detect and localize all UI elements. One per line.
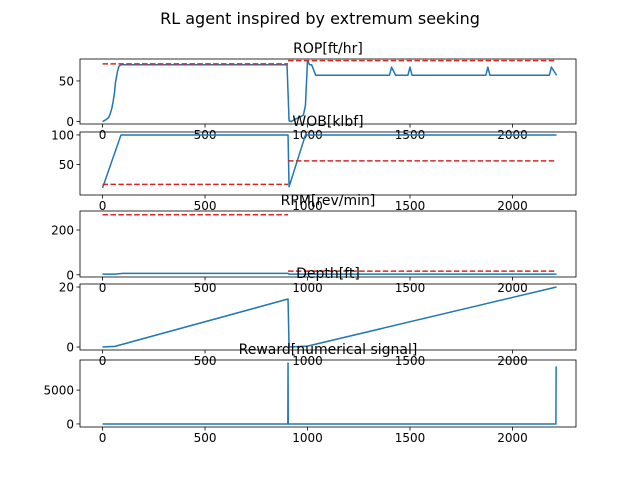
x-tick-label: 1000 [292, 281, 323, 295]
x-tick-label: 0 [99, 128, 107, 142]
y-tick-label: 100 [51, 128, 74, 142]
subplot-series-group [101, 134, 557, 189]
subplot-title: Depth[ft] [296, 266, 360, 282]
subplot-title: WOB[klbf] [292, 114, 363, 130]
subplot-title: Reward[numerical signal] [239, 342, 418, 358]
y-tick-label: 50 [59, 74, 74, 88]
x-tick-label: 2000 [497, 199, 528, 213]
data-series-line [102, 272, 557, 275]
x-tick-label: 0 [99, 281, 107, 295]
x-tick-label: 0 [99, 431, 107, 445]
y-tick-label: 50 [59, 158, 74, 172]
subplot-series-group [102, 59, 558, 123]
x-tick-label: 0 [99, 354, 107, 368]
x-tick-label: 1000 [292, 199, 323, 213]
x-tick-label: 2000 [497, 354, 528, 368]
x-tick-label: 1000 [292, 431, 323, 445]
x-tick-label: 500 [194, 431, 217, 445]
x-tick-label: 2000 [497, 281, 528, 295]
x-tick-label: 1500 [395, 281, 426, 295]
axes-frame [79, 359, 577, 428]
y-tick-label: 5000 [43, 384, 74, 398]
subplot-series-group [102, 362, 557, 425]
data-series-line [102, 59, 558, 123]
x-tick-label: 1500 [395, 199, 426, 213]
y-tick-label: 0 [66, 115, 74, 129]
x-tick-label: 500 [194, 281, 217, 295]
x-tick-label: 1500 [395, 431, 426, 445]
x-tick-label: 1500 [395, 354, 426, 368]
x-tick-label: 1000 [292, 354, 323, 368]
subplot-title: ROP[ft/hr] [293, 41, 363, 57]
x-tick-label: 500 [194, 199, 217, 213]
axes-frame [79, 210, 577, 278]
y-tick-label: 0 [66, 268, 74, 282]
subplot-title: RPM[rev/min] [281, 193, 376, 209]
axes-frame [79, 58, 577, 125]
y-tick-label: 20 [59, 281, 74, 295]
figure-suptitle: RL agent inspired by extremum seeking [160, 9, 480, 28]
axes-frame [79, 283, 577, 351]
y-tick-label: 0 [66, 417, 74, 431]
subplot-series-group [102, 286, 557, 348]
x-tick-label: 2000 [497, 431, 528, 445]
y-tick-label: 0 [66, 341, 74, 355]
subplot-2: 0 500 1000 1500 2000 50 100 WOB[klbf] [51, 114, 577, 213]
subplot-series-group [102, 214, 557, 275]
y-tick-label: 200 [51, 224, 74, 238]
x-tick-label: 500 [194, 354, 217, 368]
data-series-line [102, 286, 557, 348]
x-tick-label: 0 [99, 199, 107, 213]
data-series-line [102, 362, 557, 425]
axes-frame [79, 131, 577, 196]
